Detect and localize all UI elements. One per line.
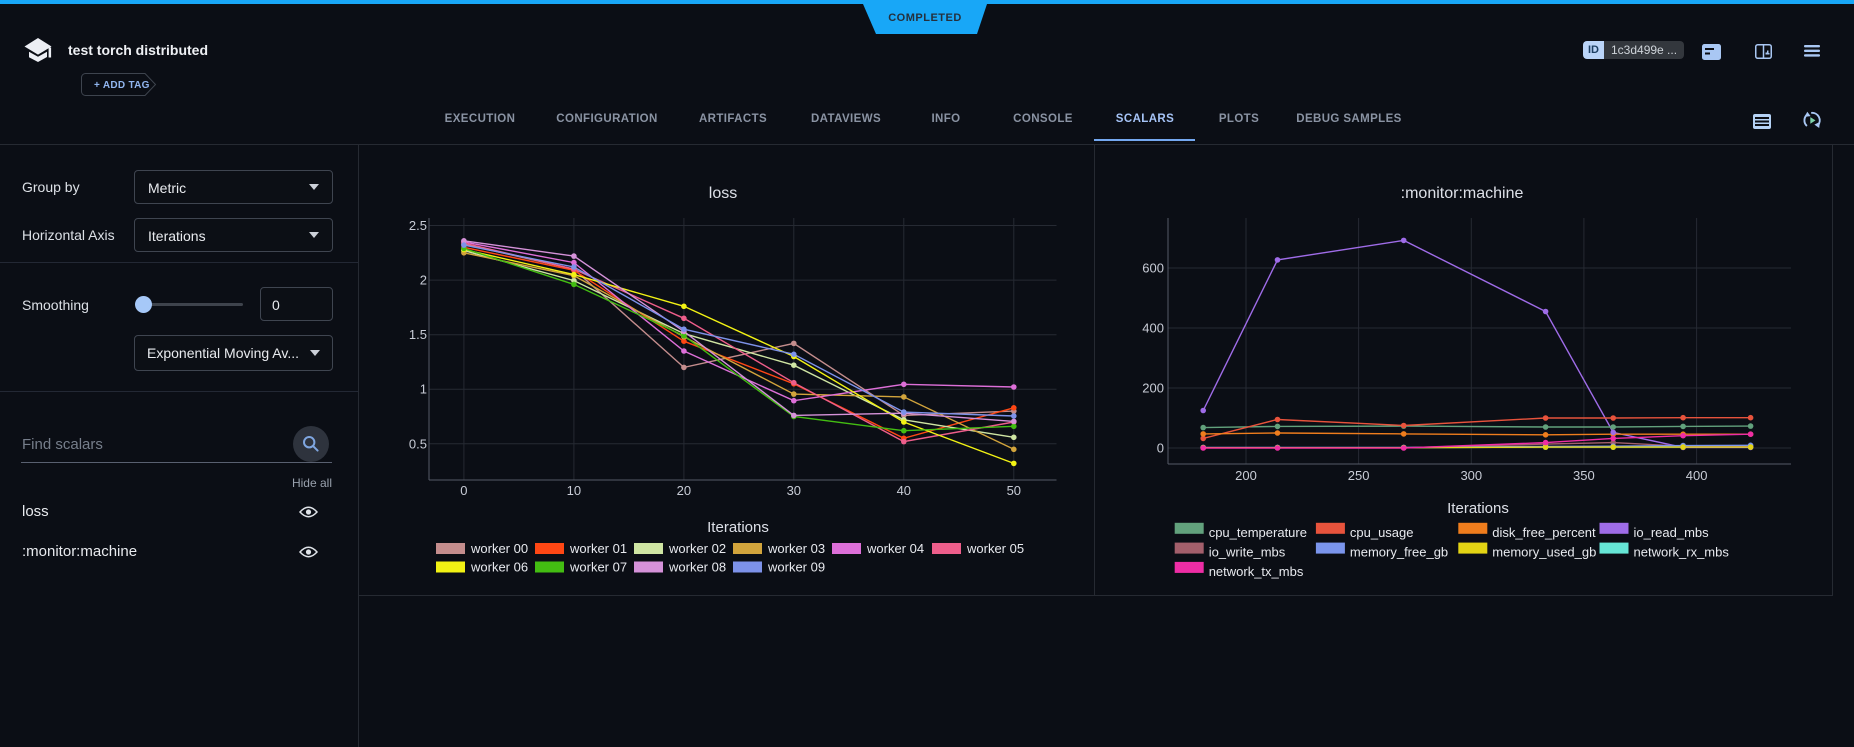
svg-text:cpu_usage: cpu_usage xyxy=(1350,525,1414,540)
svg-text:200: 200 xyxy=(1142,381,1164,396)
svg-text:200: 200 xyxy=(1235,468,1257,483)
svg-text:io_write_mbs: io_write_mbs xyxy=(1209,545,1286,560)
svg-text:memory_used_gb: memory_used_gb xyxy=(1492,545,1596,560)
svg-text:worker 05: worker 05 xyxy=(966,541,1024,556)
svg-text:io_read_mbs: io_read_mbs xyxy=(1634,525,1710,540)
svg-text:350: 350 xyxy=(1573,468,1595,483)
svg-text:worker 08: worker 08 xyxy=(668,560,726,575)
svg-text:30: 30 xyxy=(787,483,801,498)
svg-text:worker 03: worker 03 xyxy=(767,541,825,556)
svg-text:worker 06: worker 06 xyxy=(470,560,528,575)
svg-text:worker 04: worker 04 xyxy=(866,541,924,556)
svg-text:worker 07: worker 07 xyxy=(569,560,627,575)
svg-text:1.5: 1.5 xyxy=(409,327,427,342)
svg-text:10: 10 xyxy=(567,483,581,498)
svg-text:600: 600 xyxy=(1142,261,1164,276)
svg-text:worker 09: worker 09 xyxy=(767,560,825,575)
svg-text:0: 0 xyxy=(1157,441,1164,456)
svg-text:+ ADD TAG: + ADD TAG xyxy=(94,80,150,91)
svg-text:cpu_temperature: cpu_temperature xyxy=(1209,525,1307,540)
svg-text:1: 1 xyxy=(420,382,427,397)
svg-text:40: 40 xyxy=(897,483,911,498)
svg-text:network_tx_mbs: network_tx_mbs xyxy=(1209,564,1304,579)
svg-text:Iterations: Iterations xyxy=(707,519,769,536)
svg-text:disk_free_percent: disk_free_percent xyxy=(1492,525,1596,540)
svg-text:Iterations: Iterations xyxy=(1447,500,1509,517)
svg-text:0: 0 xyxy=(460,483,467,498)
svg-text:2.5: 2.5 xyxy=(409,218,427,233)
svg-text:worker 02: worker 02 xyxy=(668,541,726,556)
svg-text:400: 400 xyxy=(1686,468,1708,483)
svg-text:20: 20 xyxy=(677,483,691,498)
svg-text:0.5: 0.5 xyxy=(409,436,427,451)
svg-text:loss: loss xyxy=(709,185,737,202)
svg-text:network_rx_mbs: network_rx_mbs xyxy=(1634,545,1730,560)
svg-text:worker 01: worker 01 xyxy=(569,541,627,556)
svg-text:250: 250 xyxy=(1348,468,1370,483)
svg-text:memory_free_gb: memory_free_gb xyxy=(1350,545,1448,560)
svg-text:50: 50 xyxy=(1007,483,1021,498)
svg-text:400: 400 xyxy=(1142,321,1164,336)
svg-text::monitor:machine: :monitor:machine xyxy=(1401,185,1524,202)
svg-text:2: 2 xyxy=(420,273,427,288)
svg-text:300: 300 xyxy=(1460,468,1482,483)
svg-text:worker 00: worker 00 xyxy=(470,541,528,556)
